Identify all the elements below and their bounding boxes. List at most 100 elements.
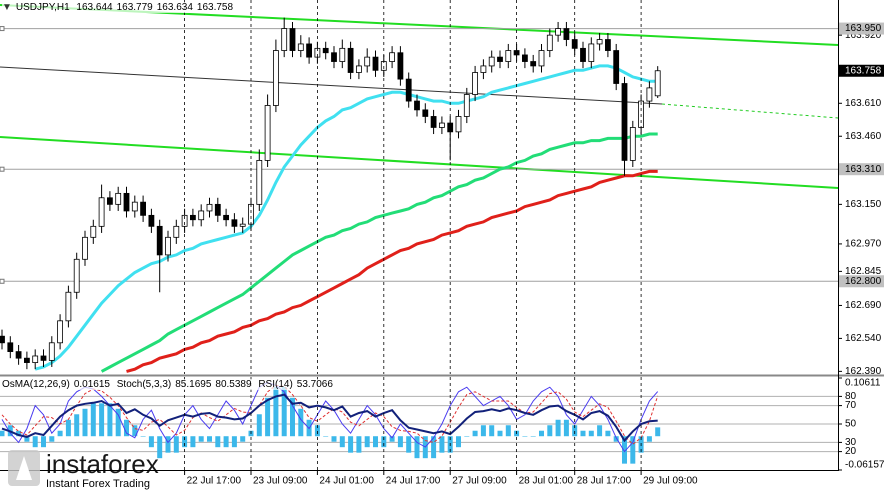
candle-body bbox=[422, 109, 429, 117]
osma-bar bbox=[646, 436, 652, 442]
osma-bar bbox=[588, 430, 594, 437]
osma-bar bbox=[190, 436, 196, 448]
osma-bar bbox=[547, 425, 553, 437]
osma-bar bbox=[613, 436, 619, 442]
osma-bar bbox=[198, 436, 204, 442]
osma-bar bbox=[580, 430, 586, 437]
osma-bar bbox=[373, 436, 378, 448]
x-tick-label: 23 Jul 09:00 bbox=[253, 476, 308, 487]
candle-body bbox=[131, 201, 138, 212]
y-tick-label: 50 bbox=[845, 419, 857, 430]
candle-body bbox=[189, 214, 196, 221]
moving-average bbox=[34, 64, 658, 371]
x-tick-label: 28 Jul 17:00 bbox=[577, 476, 632, 487]
candle-body bbox=[555, 28, 561, 36]
osma-bar bbox=[414, 436, 420, 459]
candle-body bbox=[281, 28, 288, 51]
osma-bar bbox=[389, 436, 395, 442]
osma-bar bbox=[74, 414, 80, 437]
oscillator-header: OsMA(12,26,9) 0.01615 Stoch(5,3,3) 85.1695… bbox=[2, 379, 337, 390]
osma-bar bbox=[124, 419, 129, 437]
candle-body bbox=[57, 320, 63, 344]
osma-bar bbox=[182, 436, 188, 448]
candle-body bbox=[488, 56, 495, 67]
current-price-label: 163.758 bbox=[845, 65, 882, 76]
moving-average bbox=[126, 169, 658, 373]
candle-body bbox=[414, 100, 420, 111]
candle-body bbox=[231, 219, 238, 227]
osma-bar bbox=[41, 436, 46, 448]
osma-bar bbox=[157, 436, 163, 459]
x-tick-label: 27 Jul 09:00 bbox=[452, 476, 507, 487]
symbol: USDJPY,H1 bbox=[15, 2, 70, 13]
osma-bar bbox=[231, 436, 237, 448]
candle-body bbox=[621, 83, 628, 161]
x-tick-label: 28 Jul 01:00 bbox=[519, 476, 574, 487]
candle-body bbox=[505, 50, 512, 62]
candle-body bbox=[613, 50, 620, 84]
osma-bar bbox=[605, 430, 611, 437]
candle-body bbox=[156, 225, 163, 256]
watermark-tagline: Instant Forex Trading bbox=[46, 478, 150, 490]
osma-name: OsMA(12,26,9) bbox=[2, 379, 70, 390]
candle-body bbox=[65, 291, 72, 322]
candle-body bbox=[546, 34, 553, 51]
osma-bar bbox=[456, 436, 461, 448]
osma-bar bbox=[331, 436, 337, 442]
y2-tick-label: 0.10611 bbox=[845, 378, 881, 389]
candle-body bbox=[472, 72, 479, 95]
osma-bar bbox=[90, 403, 96, 437]
candle-body bbox=[364, 56, 371, 67]
osma-bar bbox=[572, 425, 578, 437]
candle-body bbox=[397, 52, 404, 80]
osma-bar bbox=[207, 436, 212, 442]
candle-body bbox=[264, 105, 271, 161]
price-header: ▼ USDJPY,H1 163.644 163.779 163.634 163.758 bbox=[2, 2, 238, 13]
candle-body bbox=[588, 43, 595, 62]
price-level-label: 162.800 bbox=[845, 276, 882, 287]
candle-body bbox=[48, 342, 55, 361]
candle-body bbox=[522, 54, 528, 62]
osma-bar bbox=[597, 425, 603, 437]
price-level-marker bbox=[0, 26, 5, 32]
osma-bar bbox=[348, 436, 354, 453]
candle-body bbox=[272, 50, 279, 106]
candle-body bbox=[289, 28, 296, 51]
osma-bar bbox=[563, 419, 569, 437]
candle-body bbox=[596, 39, 603, 45]
candle-body bbox=[455, 116, 462, 133]
candle-body bbox=[115, 192, 122, 205]
osma-value: 0.01615 bbox=[73, 379, 110, 390]
candle-body bbox=[107, 197, 113, 205]
candle-body bbox=[430, 116, 437, 128]
osma-bar bbox=[132, 425, 138, 437]
y-tick-label: 162.970 bbox=[845, 239, 882, 250]
osma-bar bbox=[323, 436, 329, 437]
candle-body bbox=[148, 214, 155, 227]
osma-bar bbox=[622, 436, 627, 464]
stoch-main-value: 85.1695 bbox=[175, 379, 212, 390]
osma-bar bbox=[265, 397, 271, 437]
osma-bar bbox=[82, 408, 88, 437]
osma-bar bbox=[630, 436, 636, 464]
candle-body bbox=[405, 78, 412, 102]
osma-bar bbox=[472, 430, 478, 437]
candle-body bbox=[580, 47, 586, 62]
candle-body bbox=[355, 65, 362, 73]
candle-body bbox=[347, 47, 354, 73]
osma-bar bbox=[381, 436, 387, 448]
candle-body bbox=[198, 210, 205, 221]
candle-body bbox=[256, 160, 263, 205]
osma-bar bbox=[356, 436, 362, 453]
oscillator-line bbox=[1, 384, 659, 445]
osma-bar bbox=[57, 430, 63, 437]
watermark: instaforex Instant Forex Trading bbox=[8, 449, 159, 490]
osma-bar bbox=[49, 436, 55, 442]
candle-body bbox=[206, 203, 213, 212]
stoch-signal-value: 80.5389 bbox=[215, 379, 252, 390]
candle-body bbox=[165, 236, 171, 256]
rsi-value: 53.7066 bbox=[296, 379, 333, 390]
osma-bar bbox=[530, 436, 536, 437]
osma-bar bbox=[281, 386, 287, 437]
candle-body bbox=[654, 70, 661, 97]
